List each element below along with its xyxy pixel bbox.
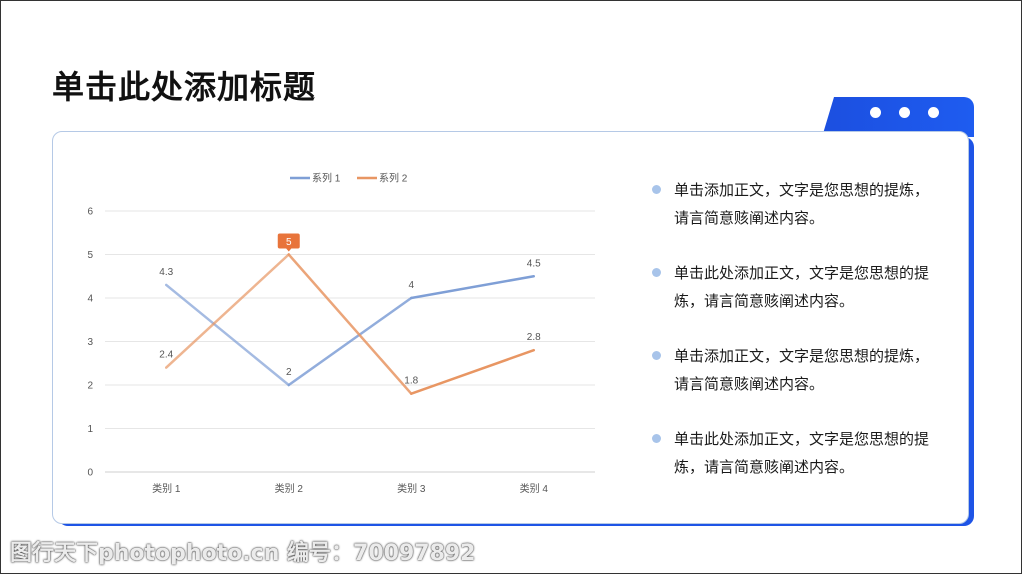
data-label: 1.8	[404, 376, 418, 387]
series-2-line-segment	[410, 348, 535, 395]
data-label: 4.3	[159, 267, 173, 278]
highlight-label-box	[277, 233, 300, 249]
series-2-line-segment	[165, 253, 290, 369]
series-1-line-segment	[287, 296, 413, 387]
y-tick-label: 6	[87, 207, 93, 218]
y-tick-label: 4	[87, 294, 93, 305]
legend-label: 系列 2	[379, 172, 408, 185]
bullet-text: 单击此处添加正文，文字是您思想的提炼，请言简意赅阐述内容。	[674, 264, 930, 310]
series-1-line-segment	[165, 283, 290, 387]
bullet-dot-icon	[652, 268, 661, 277]
x-tick-label: 类别 4	[520, 482, 549, 495]
data-label: 2.4	[159, 350, 173, 361]
bullet-dot-icon	[652, 434, 661, 443]
y-tick-label: 3	[87, 337, 93, 348]
data-label: 4	[408, 280, 414, 291]
y-tick-label: 1	[87, 424, 93, 435]
slide-title[interactable]: 单击此处添加标题	[52, 68, 317, 106]
data-label: 4.5	[527, 258, 541, 269]
dot-icon	[899, 107, 910, 118]
data-label: 2.8	[527, 332, 541, 343]
x-tick-label: 类别 1	[152, 482, 181, 495]
bullet-item[interactable]: 单击添加正文，文字是您思想的提炼，请言简意赅阐述内容。	[652, 342, 942, 398]
dot-icon	[870, 107, 881, 118]
bullet-text: 单击此处添加正文，文字是您思想的提炼，请言简意赅阐述内容。	[674, 430, 930, 476]
window-tab-decoration	[822, 97, 974, 137]
bullet-item[interactable]: 单击此处添加正文，文字是您思想的提炼，请言简意赅阐述内容。	[652, 425, 942, 481]
x-tick-label: 类别 3	[397, 482, 426, 495]
bullet-item[interactable]: 单击添加正文，文字是您思想的提炼，请言简意赅阐述内容。	[652, 176, 942, 232]
series-1-line-segment	[410, 275, 535, 300]
bullet-item[interactable]: 单击此处添加正文，文字是您思想的提炼，请言简意赅阐述内容。	[652, 259, 942, 315]
bullet-list: 单击添加正文，文字是您思想的提炼，请言简意赅阐述内容。 单击此处添加正文，文字是…	[652, 176, 942, 508]
y-tick-label: 5	[87, 250, 93, 261]
data-label: 5	[286, 237, 292, 248]
content-card	[52, 131, 969, 524]
bullet-dot-icon	[652, 185, 661, 194]
line-chart[interactable]: 0 1 2 3 4 5 6 类别 1 类别 2 类别 3 类别 4 系列 1 系列 2 4.3 2 4 4.5 2…	[60, 160, 620, 510]
series-2-line-segment	[287, 253, 413, 395]
legend-label: 系列 1	[312, 172, 341, 185]
dot-icon	[928, 107, 939, 118]
bullet-dot-icon	[652, 351, 661, 360]
x-tick-label: 类别 2	[275, 482, 304, 495]
data-label: 2	[286, 367, 292, 378]
watermark: 图行天下photophoto.cn 编号：70097892	[10, 541, 476, 566]
y-tick-label: 2	[87, 381, 93, 392]
y-tick-label: 0	[87, 468, 93, 479]
bullet-text: 单击添加正文，文字是您思想的提炼，请言简意赅阐述内容。	[674, 347, 930, 393]
highlight-label-pointer	[285, 248, 292, 252]
bullet-text: 单击添加正文，文字是您思想的提炼，请言简意赅阐述内容。	[674, 181, 930, 227]
